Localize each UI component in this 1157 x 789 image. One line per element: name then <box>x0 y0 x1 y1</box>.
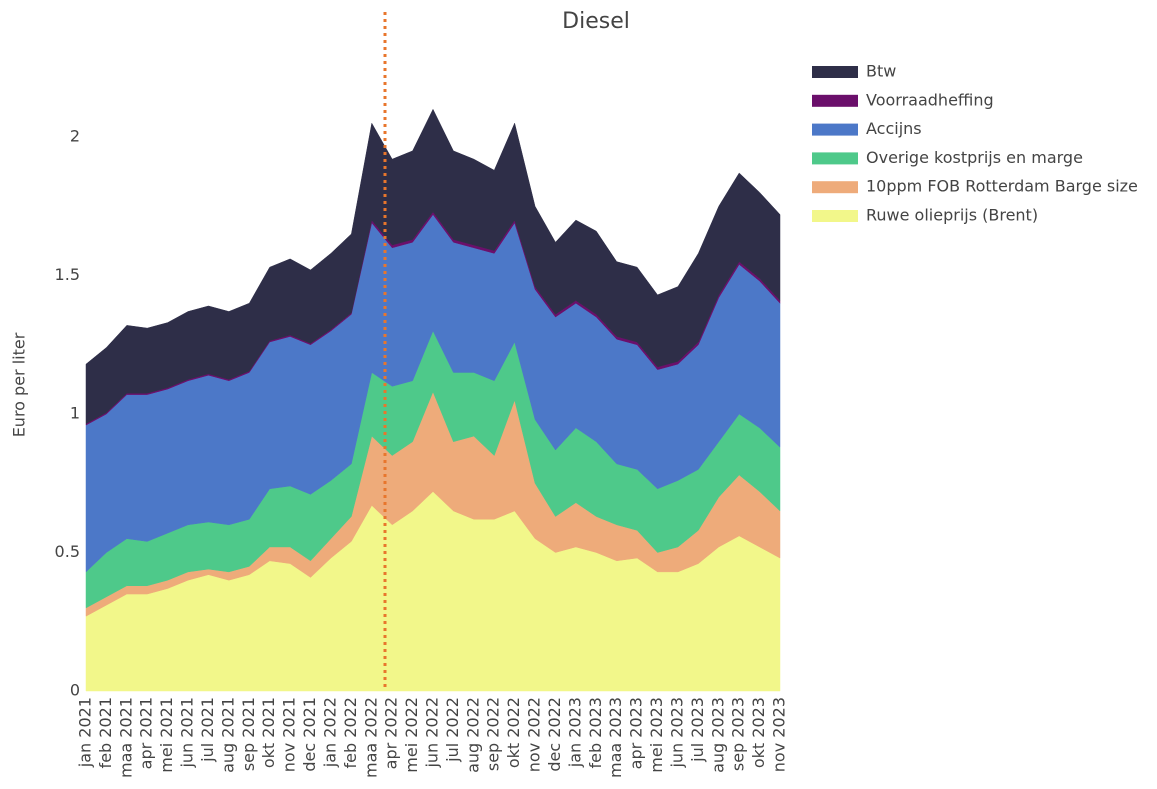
x-tick-label: aug 2021 <box>218 697 237 773</box>
legend-label: Voorraadheffing <box>866 90 994 109</box>
y-axis-label: Euro per liter <box>10 332 29 437</box>
x-tick-label: sep 2023 <box>729 697 748 771</box>
y-tick-label: 1 <box>70 404 80 423</box>
x-tick-label: dec 2022 <box>545 697 564 772</box>
x-tick-label: aug 2023 <box>708 697 727 773</box>
legend-swatch <box>812 152 858 165</box>
x-tick-label: jul 2023 <box>688 697 707 763</box>
x-tick-label: feb 2021 <box>96 697 115 768</box>
x-tick-label: apr 2022 <box>382 697 401 769</box>
x-tick-label: jan 2023 <box>565 697 584 768</box>
x-tick-label: jun 2021 <box>178 697 197 769</box>
x-tick-label: nov 2021 <box>280 697 299 772</box>
y-tick-label: 0.5 <box>55 542 80 561</box>
x-tick-label: jun 2023 <box>667 697 686 769</box>
x-tick-label: mei 2021 <box>157 697 176 773</box>
x-tick-label: okt 2021 <box>259 697 278 768</box>
x-tick-label: apr 2023 <box>627 697 646 769</box>
legend-swatch <box>812 123 858 136</box>
x-tick-label: sep 2021 <box>239 697 258 771</box>
legend-label: Overige kostprijs en marge <box>866 148 1083 167</box>
x-tick-label: maa 2021 <box>116 697 135 778</box>
x-tick-label: jan 2022 <box>320 697 339 768</box>
x-tick-label: nov 2022 <box>525 697 544 772</box>
x-tick-label: maa 2022 <box>361 697 380 778</box>
legend-label: Btw <box>866 62 896 81</box>
plot-area <box>85 108 781 692</box>
chart-title: Diesel <box>562 9 630 34</box>
area <box>85 108 781 425</box>
x-tick-label: feb 2023 <box>586 697 605 768</box>
x-tick-label: jul 2022 <box>443 697 462 763</box>
x-tick-label: mei 2022 <box>402 697 421 773</box>
y-tick-label: 0 <box>70 681 80 700</box>
legend-swatch <box>812 94 858 107</box>
y-tick-label: 1.5 <box>55 265 80 284</box>
x-tick-label: jun 2022 <box>423 697 442 769</box>
x-tick-label: maa 2023 <box>606 697 625 778</box>
x-tick-label: jan 2021 <box>76 697 95 768</box>
x-tick-label: nov 2023 <box>770 697 789 772</box>
x-tick-label: dec 2021 <box>300 697 319 772</box>
x-tick-label: feb 2022 <box>341 697 360 768</box>
legend-label: Ruwe olieprijs (Brent) <box>866 206 1038 225</box>
legend-swatch <box>812 181 858 194</box>
legend-swatch <box>812 66 858 78</box>
x-tick-label: mei 2023 <box>647 697 666 773</box>
x-tick-label: jul 2021 <box>198 697 217 763</box>
legend-swatch <box>812 210 858 222</box>
x-tick-label: aug 2022 <box>463 697 482 773</box>
x-tick-label: okt 2023 <box>749 697 768 768</box>
y-tick-label: 2 <box>70 127 80 146</box>
legend-label: Accijns <box>866 119 922 138</box>
x-tick-label: apr 2021 <box>137 697 156 769</box>
x-tick-label: sep 2022 <box>484 697 503 771</box>
legend-label: 10ppm FOB Rotterdam Barge size <box>866 177 1138 196</box>
x-tick-label: okt 2022 <box>504 697 523 768</box>
